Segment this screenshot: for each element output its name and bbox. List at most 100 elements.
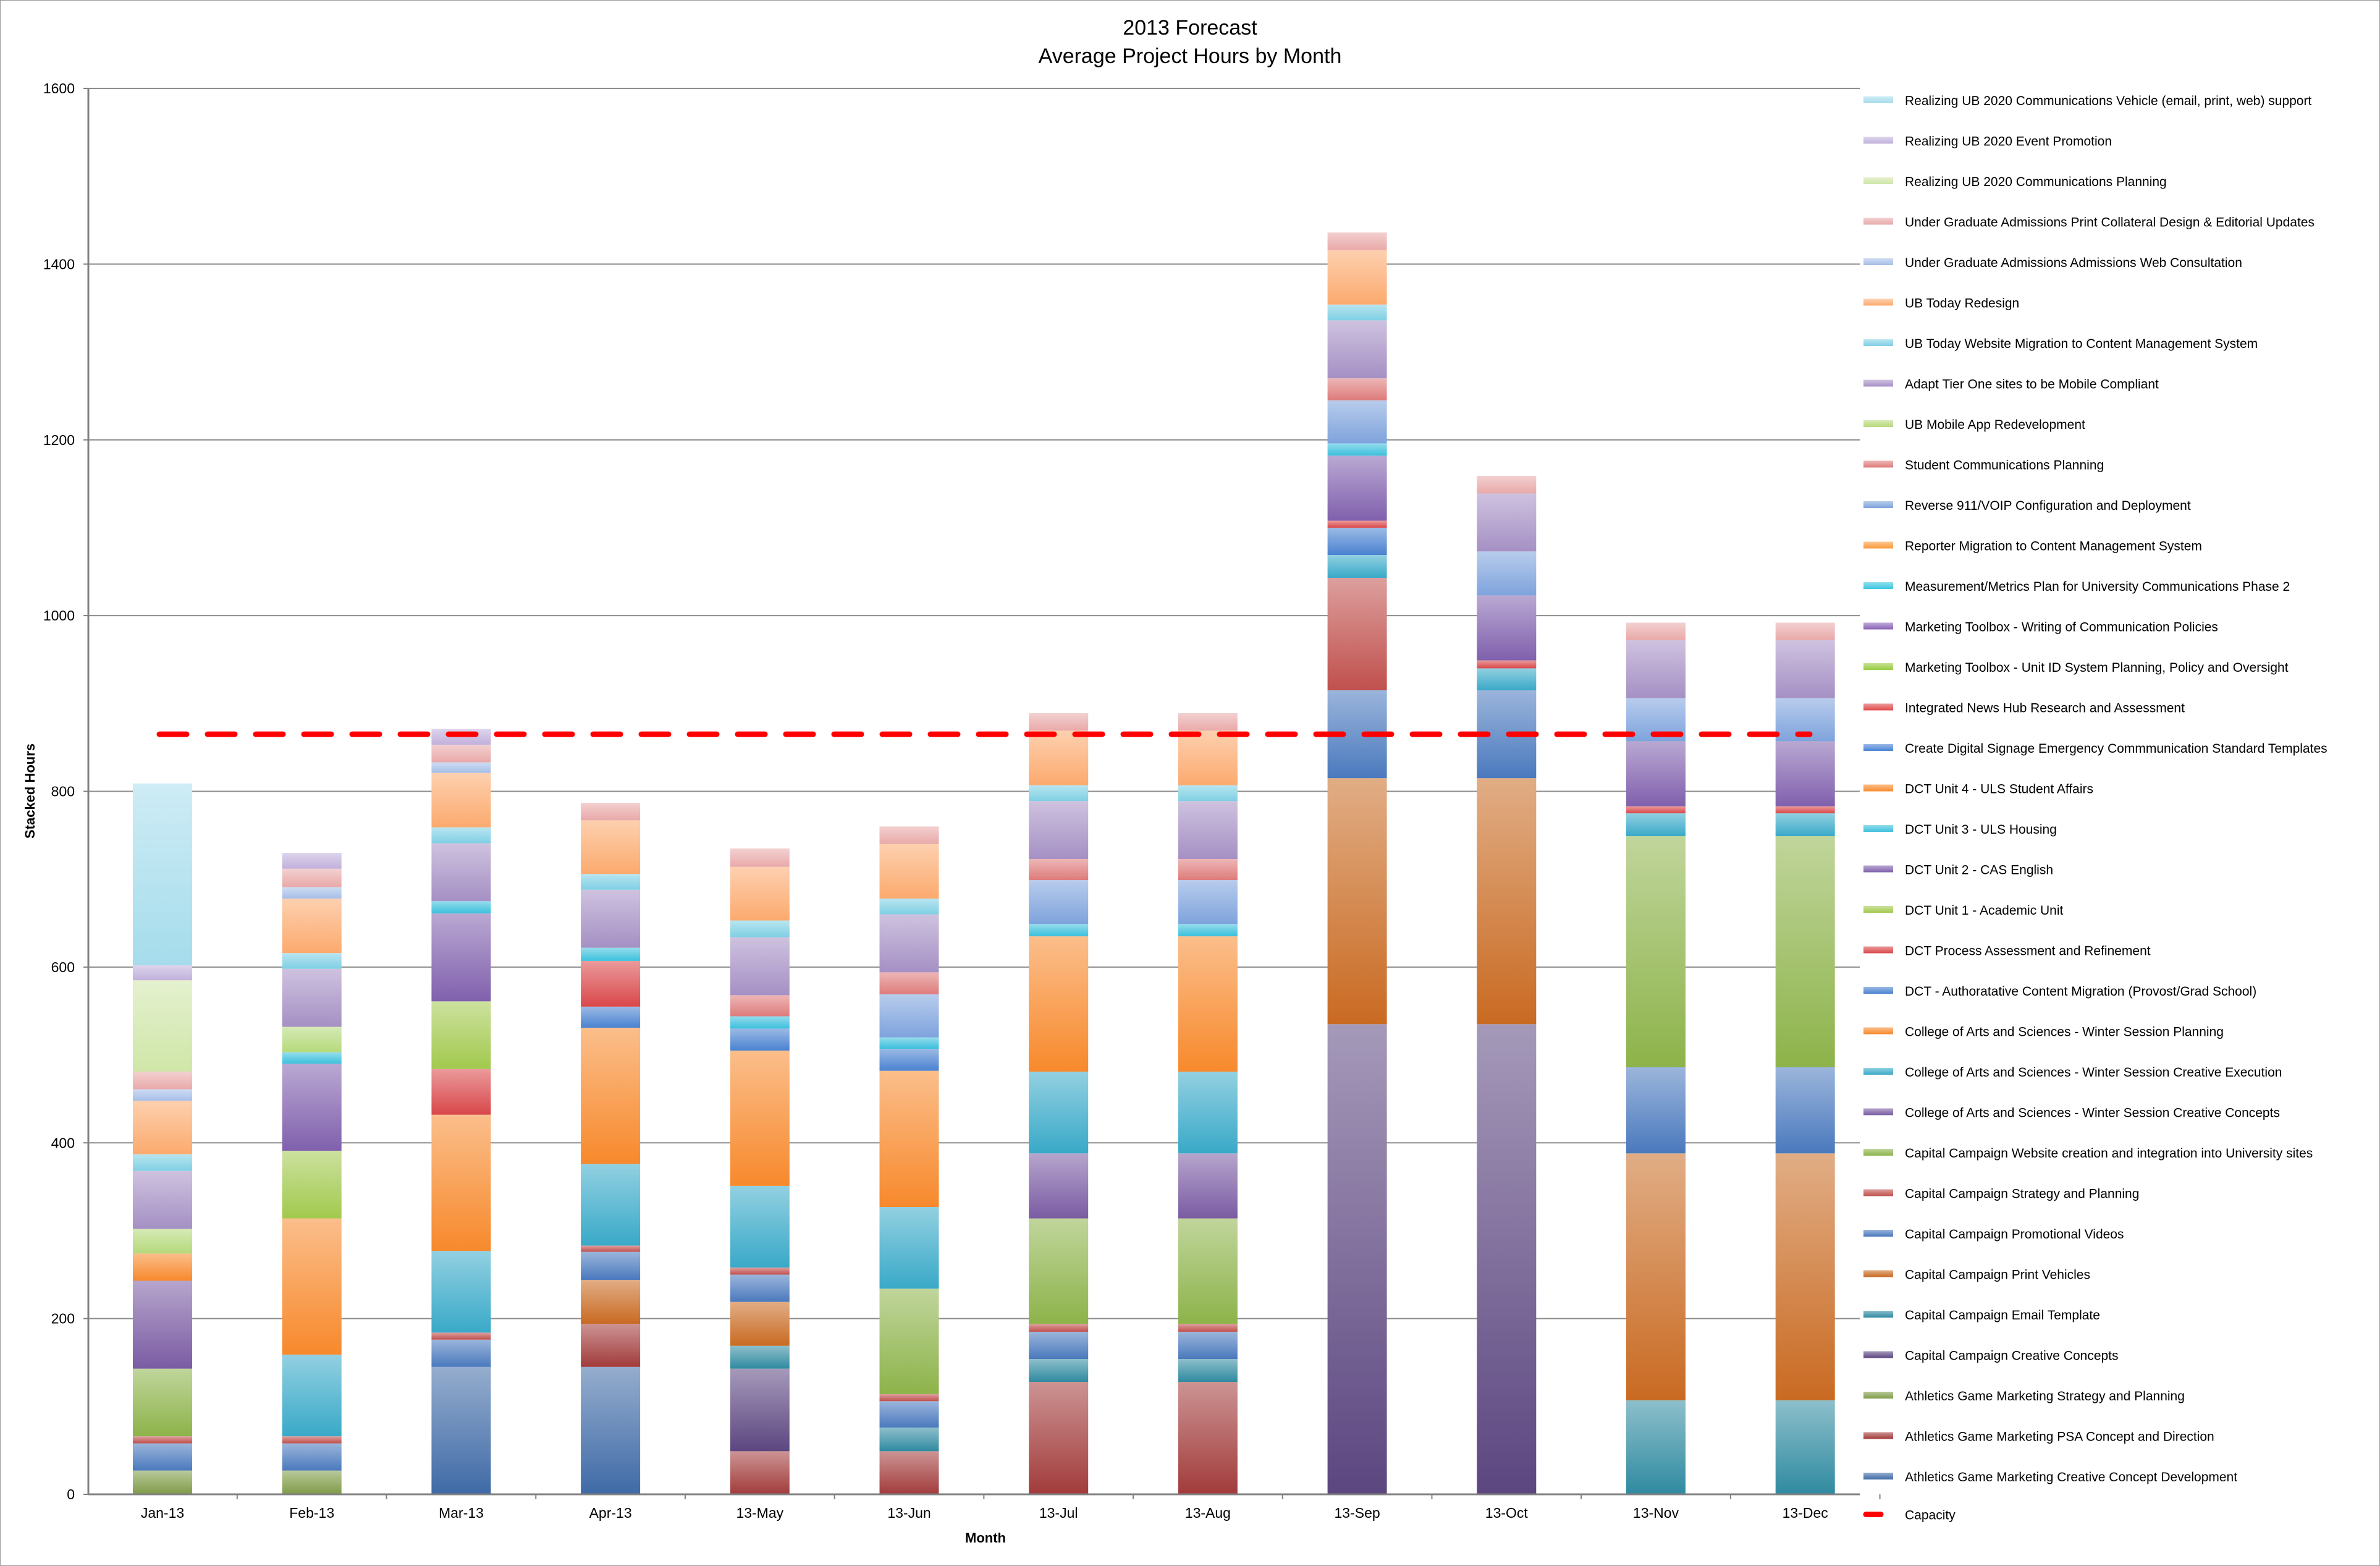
bar-segment <box>1327 778 1387 1025</box>
legend-item: College of Arts and Sciences - Winter Se… <box>1863 1106 2280 1120</box>
bar-segment <box>431 913 491 1002</box>
bar-segment <box>1178 1153 1238 1219</box>
bar-segment <box>282 1064 342 1151</box>
bar-stack-13-Dec <box>1775 622 1835 1494</box>
bar-segment <box>431 762 491 773</box>
legend-label: Capital Campaign Strategy and Planning <box>1905 1187 2139 1201</box>
legend-swatch <box>1863 1473 1893 1479</box>
legend-item: DCT Unit 2 - CAS English <box>1863 863 2053 878</box>
bar-segment <box>1626 1153 1686 1400</box>
legend-label: Under Graduate Admissions Print Collater… <box>1905 216 2315 230</box>
bar-segment <box>282 1052 342 1064</box>
bar-segment <box>133 1470 192 1494</box>
bar-segment <box>1477 660 1537 669</box>
x-axis-title: Month <box>965 1530 1006 1546</box>
bar-segment <box>581 1164 641 1246</box>
bar-segment <box>282 968 342 1027</box>
bar-segment <box>1029 1324 1089 1332</box>
bar-segment <box>431 1251 491 1333</box>
bar-segment <box>133 1368 192 1437</box>
bar-segment <box>1029 1359 1089 1382</box>
bar-segment <box>282 887 342 899</box>
bar-segment <box>581 1006 641 1028</box>
bar-segment <box>1178 801 1238 859</box>
x-tick-label: 13-Jul <box>1039 1505 1078 1521</box>
legend-label: DCT Unit 1 - Academic Unit <box>1905 904 2064 918</box>
bar-segment <box>1775 806 1835 814</box>
bar-segment <box>282 1218 342 1355</box>
bar-segment <box>431 827 491 844</box>
bar-segment <box>581 1245 641 1252</box>
bar-stack-Jan-13 <box>133 783 192 1494</box>
legend-label: College of Arts and Sciences - Winter Se… <box>1905 1106 2280 1120</box>
bar-segment <box>133 965 192 981</box>
bar-segment <box>282 1470 342 1494</box>
bar-segment <box>1775 836 1835 1067</box>
x-tick-label: Mar-13 <box>439 1505 484 1521</box>
legend-item: Realizing UB 2020 Communications Vehicle… <box>1863 94 2311 108</box>
chart-title-line-2: Average Project Hours by Month <box>1039 44 1342 68</box>
bar-segment <box>730 1028 790 1051</box>
legend-swatch <box>1863 298 1893 306</box>
legend-swatch <box>1863 865 1893 873</box>
bar-segment <box>581 1027 641 1164</box>
legend-swatch <box>1863 1027 1893 1035</box>
bar-segment <box>1775 741 1835 806</box>
legend-label: UB Today Website Migration to Content Ma… <box>1905 337 2258 351</box>
legend-label: DCT Unit 2 - CAS English <box>1905 863 2053 878</box>
bar-segment <box>879 1070 939 1208</box>
bar-segment <box>1327 378 1387 400</box>
bar-segment <box>1775 1153 1835 1400</box>
bar-segment <box>431 1339 491 1367</box>
bar-segment <box>133 1154 192 1171</box>
legend-label: Reverse 911/VOIP Configuration and Deplo… <box>1905 499 2191 513</box>
bar-segment <box>1327 400 1387 444</box>
legend-swatch <box>1863 1392 1893 1399</box>
bar-segment <box>133 1443 192 1471</box>
bar-segment <box>1178 858 1238 881</box>
legend-swatch <box>1863 1432 1893 1439</box>
bar-segment <box>1178 1382 1238 1494</box>
y-tick-label: 1600 <box>43 80 75 96</box>
bar-stack-13-Jun <box>879 826 939 1494</box>
legend-label: Athletics Game Marketing PSA Concept and… <box>1905 1430 2214 1444</box>
bar-segment <box>1029 1382 1089 1494</box>
legend-swatch <box>1863 1189 1893 1196</box>
legend-label: Marketing Toolbox - Writing of Communica… <box>1905 620 2218 635</box>
bar-segment <box>282 868 342 887</box>
legend-swatch <box>1863 784 1893 792</box>
legend-swatch <box>1863 501 1893 508</box>
legend-label: Capacity <box>1905 1509 1956 1523</box>
legend-item: Capital Campaign Email Template <box>1863 1308 2100 1323</box>
bar-segment <box>730 1274 790 1302</box>
bar-segment <box>1029 924 1089 937</box>
legend-item: Capital Campaign Promotional Videos <box>1863 1227 2124 1242</box>
bar-segment <box>282 1443 342 1471</box>
bar-segment <box>1029 936 1089 1072</box>
legend-label: Realizing UB 2020 Event Promotion <box>1905 135 2112 149</box>
legend-label: Capital Campaign Creative Concepts <box>1905 1349 2119 1363</box>
gridlines <box>88 88 1860 1319</box>
legend-label: Capital Campaign Email Template <box>1905 1308 2100 1323</box>
bar-segment <box>1477 668 1537 690</box>
bar-segment <box>1477 493 1537 552</box>
bar-segment <box>879 994 939 1038</box>
bar-segment <box>1626 640 1686 698</box>
legend-item: Capital Campaign Creative Concepts <box>1863 1349 2119 1363</box>
x-tick-label: Feb-13 <box>289 1505 334 1521</box>
legend-label: Marketing Toolbox - Unit ID System Plann… <box>1905 661 2289 675</box>
bar-segment <box>879 898 939 915</box>
bar-segment <box>1626 813 1686 837</box>
bar-segment <box>133 980 192 1072</box>
bar-segment <box>879 1049 939 1071</box>
legend-swatch <box>1863 1230 1893 1237</box>
chart-title-line-1: 2013 Forecast <box>1123 16 1257 40</box>
bar-segment <box>1626 741 1686 806</box>
legend-swatch <box>1863 987 1893 994</box>
bar-segment <box>730 1301 790 1346</box>
bar-segment <box>1029 713 1089 731</box>
bar-segment <box>282 853 342 869</box>
x-tick-label: 13-Sep <box>1335 1505 1380 1521</box>
bar-segment <box>1477 476 1537 494</box>
bar-segment <box>1626 622 1686 640</box>
